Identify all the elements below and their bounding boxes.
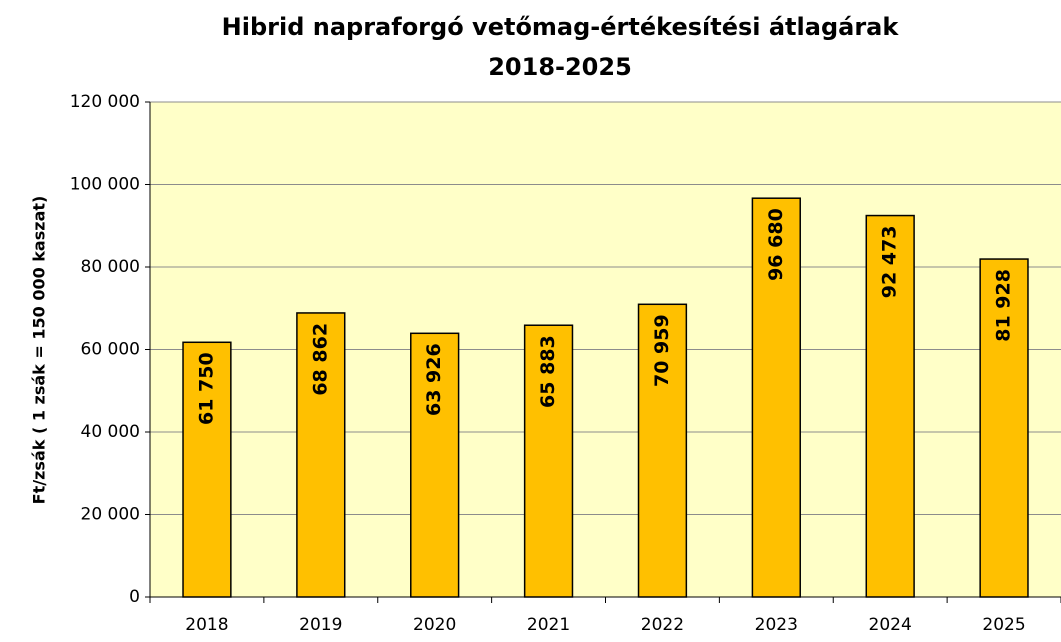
y-tick-label: 60 000 [81,340,140,360]
x-tick-label: 2023 [755,615,798,635]
bar [410,332,460,598]
x-tick-label: 2020 [413,615,456,635]
value-label: 81 928 [993,269,1015,342]
y-tick-label: 80 000 [81,257,140,277]
bar [523,324,574,598]
bar [637,303,688,598]
value-label: 96 680 [765,208,787,281]
bar [182,341,232,598]
value-label: 68 862 [309,323,331,396]
x-tick-label: 2022 [641,615,684,635]
x-tick-label: 2025 [982,615,1025,635]
bar [296,312,346,598]
value-label: 92 473 [879,226,901,299]
y-tick-label: 40 000 [81,422,140,442]
value-label: 70 959 [651,314,673,387]
x-tick-label: 2021 [527,615,570,635]
x-tick-label: 2024 [869,615,912,635]
value-label: 65 883 [537,335,559,408]
y-tick-label: 20 000 [81,505,140,525]
value-label: 61 750 [195,352,217,425]
x-tick-label: 2019 [299,615,342,635]
chart-title: Hibrid napraforgó vetőmag-értékesítési á… [222,13,900,41]
y-tick-label: 120 000 [70,92,140,112]
bar [865,214,915,598]
bar [751,197,801,598]
value-label: 63 926 [423,343,445,416]
y-axis-title: Ft/zsák ( 1 zsák = 150 000 kaszat) [30,196,49,505]
bar [979,258,1029,598]
chart-subtitle: 2018-2025 [488,53,632,81]
y-tick-label: 100 000 [70,175,140,195]
x-tick-label: 2018 [185,615,228,635]
y-tick-label: 0 [129,587,140,607]
